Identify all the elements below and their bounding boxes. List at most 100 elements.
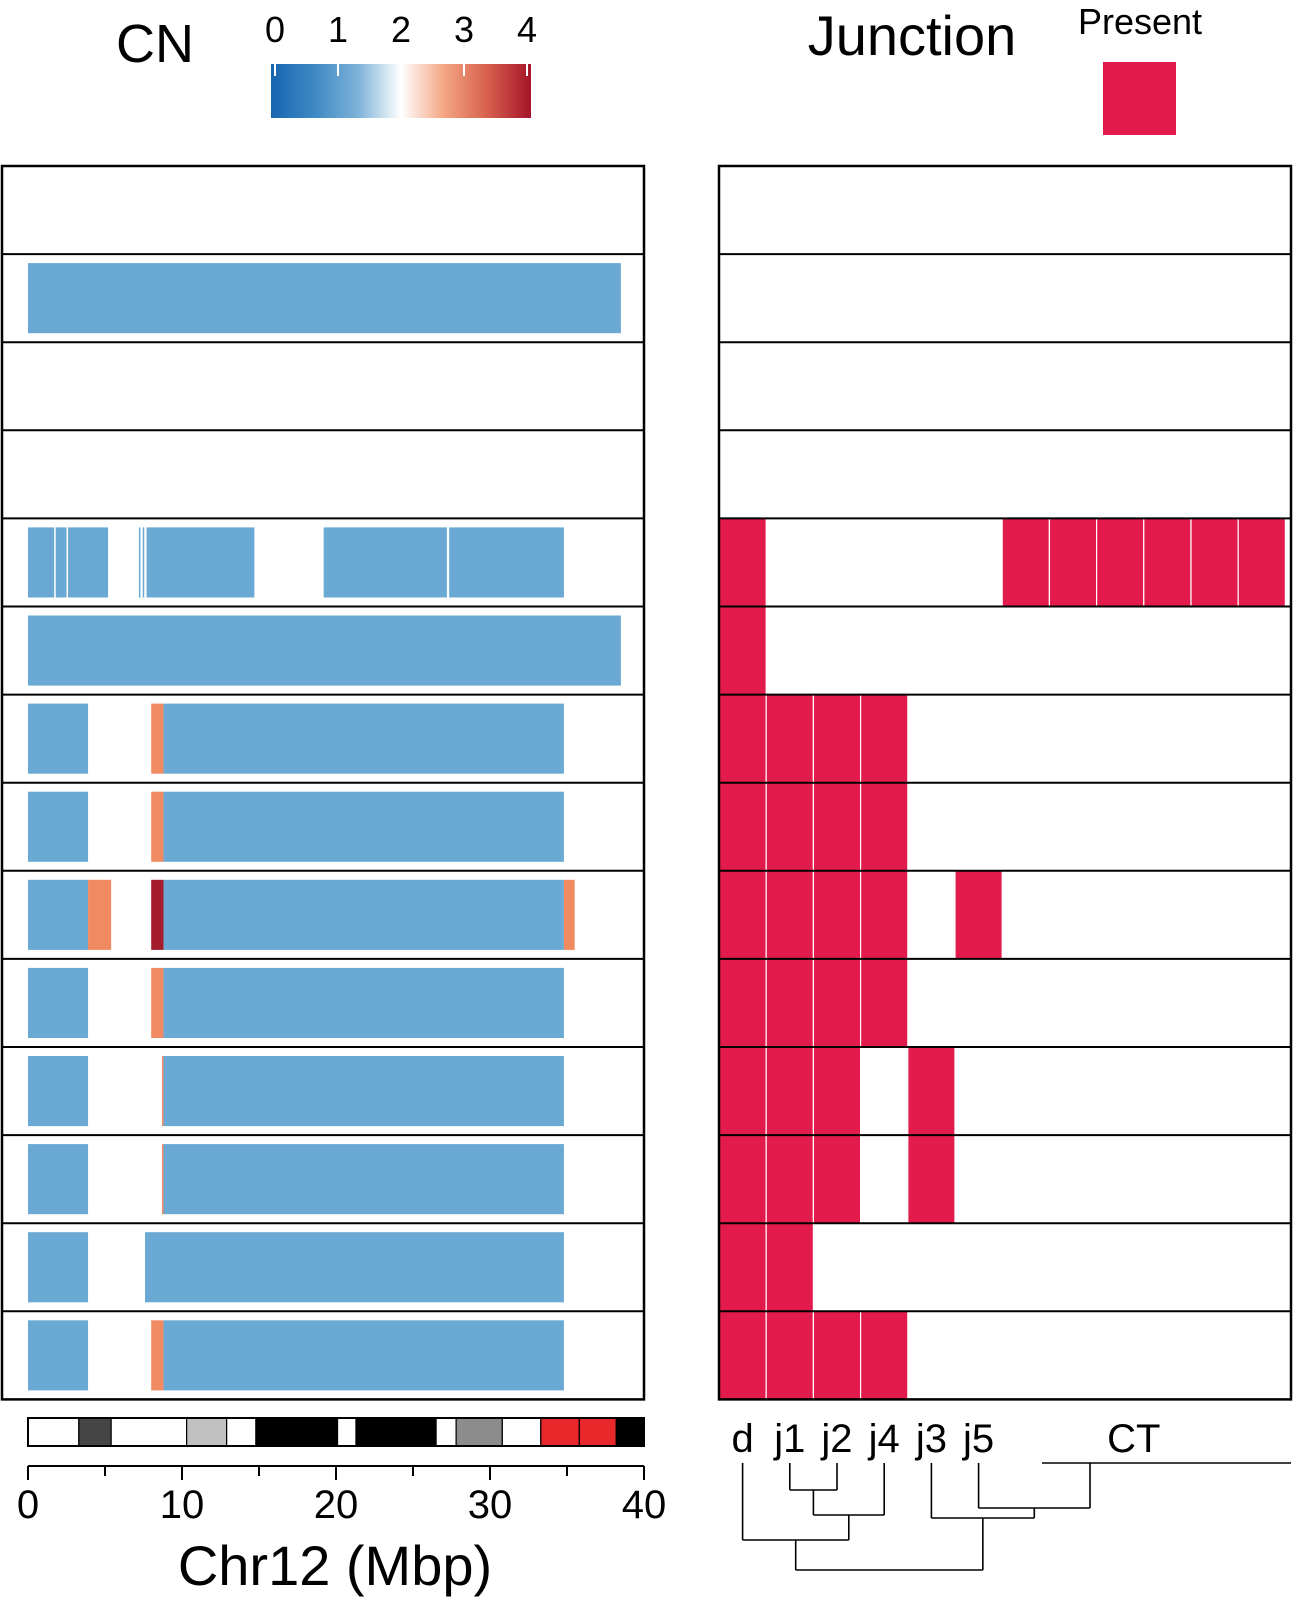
cn-panel-border xyxy=(0,164,646,1401)
junction-column-labels: d j1 j2 j4 j3 j5 CT xyxy=(731,1417,1160,1461)
junction-cell xyxy=(765,870,815,960)
ideogram-band xyxy=(255,1417,339,1447)
junction-cell xyxy=(718,782,767,872)
junction-cell xyxy=(859,782,909,872)
cn-segment xyxy=(28,1056,89,1127)
junction-cell xyxy=(1143,517,1192,608)
junction-row xyxy=(718,1046,956,1136)
cn-segment xyxy=(449,527,564,598)
cn-segment xyxy=(151,967,164,1038)
x-axis-tick-label: 40 xyxy=(622,1483,667,1527)
ideogram-band xyxy=(435,1417,457,1447)
cn-segment xyxy=(28,263,621,334)
ideogram-band xyxy=(27,1417,80,1447)
cn-row xyxy=(28,1320,564,1391)
junction-column-label: j5 xyxy=(962,1417,994,1461)
junction-cell xyxy=(812,782,862,872)
ideogram-band xyxy=(455,1417,503,1447)
cn-segment xyxy=(563,879,575,950)
junction-cell xyxy=(812,1046,862,1136)
cn-row xyxy=(28,263,621,334)
junction-row xyxy=(718,1310,909,1401)
junction-cell xyxy=(765,782,815,872)
cn-segment xyxy=(142,527,145,598)
cn-segment xyxy=(163,791,564,862)
ideogram-band xyxy=(336,1417,357,1447)
junction-cell xyxy=(718,605,767,696)
junction-cell xyxy=(1190,517,1239,608)
junction-cell xyxy=(907,1046,956,1136)
junction-row xyxy=(718,517,1286,608)
ideogram-band xyxy=(186,1417,228,1447)
cn-segment xyxy=(28,1144,89,1215)
junction-present-swatch xyxy=(1103,62,1176,135)
cn-legend: CN 0 1 2 3 4 xyxy=(116,9,537,118)
junction-row xyxy=(718,870,1003,960)
cn-segment xyxy=(323,527,447,598)
x-axis-tick-label: 20 xyxy=(314,1483,359,1527)
cn-segment xyxy=(163,1320,564,1391)
cn-legend-tick-label: 2 xyxy=(391,9,411,50)
cn-segment xyxy=(161,1144,164,1215)
junction-cell xyxy=(1048,517,1098,608)
junction-cell xyxy=(718,1310,767,1401)
cn-segment xyxy=(28,615,621,686)
junction-cell xyxy=(812,1134,862,1224)
cn-legend-title: CN xyxy=(116,14,194,74)
junction-present-label: Present xyxy=(1078,1,1202,42)
cn-row xyxy=(28,527,564,598)
x-axis: Chr12 (Mbp) 0 10 20 30 40 xyxy=(17,1465,667,1597)
cn-segment xyxy=(163,967,564,1038)
junction-column-label: CT xyxy=(1107,1417,1160,1461)
cn-segment xyxy=(163,1056,564,1127)
junction-column-label: j4 xyxy=(868,1417,900,1461)
cn-segment xyxy=(163,703,564,774)
junction-row xyxy=(718,1222,815,1312)
ideogram-band xyxy=(78,1417,112,1447)
junction-cell xyxy=(765,1222,815,1312)
ideogram-band xyxy=(578,1417,617,1447)
chromosome-ideogram xyxy=(27,1417,645,1447)
cn-segment xyxy=(161,1056,164,1127)
cn-legend-tick-label: 3 xyxy=(454,9,474,50)
junction-cell xyxy=(859,693,909,784)
junction-panel xyxy=(717,164,1293,1401)
junction-row xyxy=(718,1134,956,1224)
cn-segment xyxy=(138,527,141,598)
cn-segment xyxy=(28,967,89,1038)
cn-row xyxy=(28,615,621,686)
cn-segment xyxy=(151,703,164,774)
cn-segment xyxy=(28,703,89,774)
x-axis-tick-label: 10 xyxy=(160,1483,205,1527)
junction-cell xyxy=(859,958,909,1048)
junction-cell xyxy=(859,870,909,960)
junction-cell xyxy=(718,693,767,784)
cn-segment xyxy=(28,527,55,598)
junction-legend-title: Junction xyxy=(808,4,1017,67)
ideogram-border xyxy=(27,1417,645,1447)
cn-segment xyxy=(28,879,89,950)
junction-cell xyxy=(718,1046,767,1136)
junction-row xyxy=(718,782,909,872)
junction-cell xyxy=(907,1134,956,1224)
junction-row xyxy=(718,958,909,1048)
cn-segment xyxy=(68,527,109,598)
cn-segment xyxy=(146,527,255,598)
junction-cell xyxy=(859,1310,909,1401)
junction-cell xyxy=(1237,517,1286,608)
junction-cell xyxy=(718,870,767,960)
x-axis-tick-label: 0 xyxy=(17,1483,39,1527)
junction-cell xyxy=(718,958,767,1048)
cn-panel xyxy=(0,164,646,1401)
x-axis-tick-label: 30 xyxy=(468,1483,513,1527)
cn-legend-tick-label: 1 xyxy=(328,9,348,50)
cn-legend-tick-labels: 0 1 2 3 4 xyxy=(265,9,537,50)
ideogram-band xyxy=(540,1417,580,1447)
junction-cell xyxy=(812,693,862,784)
junction-column-label: j1 xyxy=(773,1417,805,1461)
junction-column-label: j3 xyxy=(915,1417,947,1461)
junction-cell xyxy=(765,693,815,784)
cn-row xyxy=(28,791,564,862)
cn-legend-tick-label: 4 xyxy=(517,9,537,50)
ideogram-band xyxy=(226,1417,257,1447)
